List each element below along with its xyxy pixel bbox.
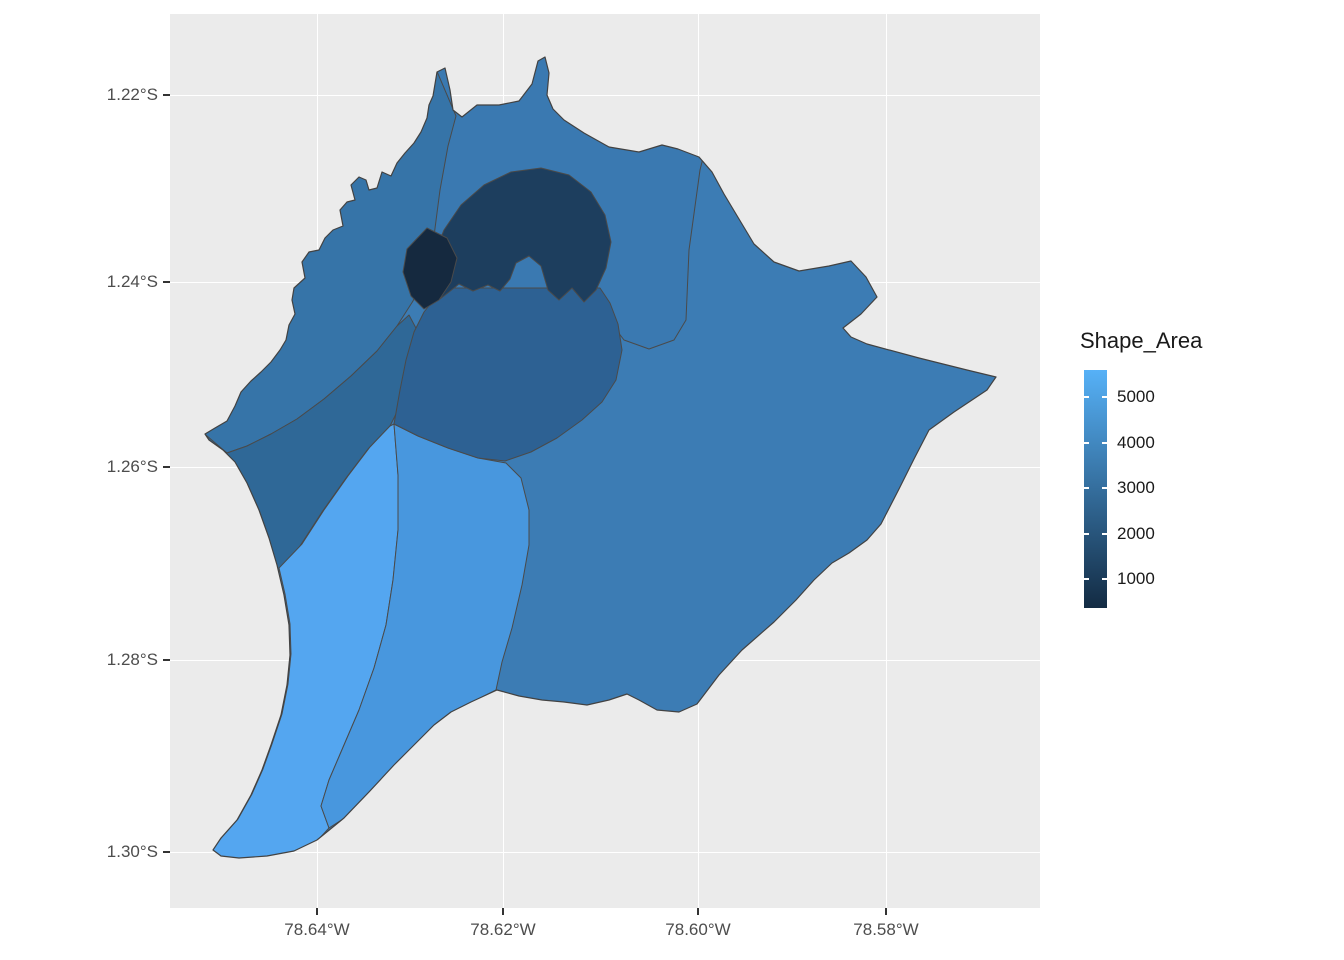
- y-tick-label: 1.26°S: [106, 457, 158, 476]
- legend-tick: [1102, 442, 1107, 444]
- legend-tick: [1084, 396, 1089, 398]
- y-tick-label: 1.30°S: [106, 842, 158, 861]
- x-tick-label: 78.62°W: [470, 920, 536, 939]
- legend-tick-label: 4000: [1117, 433, 1155, 452]
- legend-tick: [1102, 396, 1107, 398]
- y-tick-label: 1.22°S: [106, 85, 158, 104]
- x-axis-tick: [885, 908, 887, 915]
- legend-gradient-bar: [1084, 370, 1107, 608]
- y-tick-label: 1.28°S: [106, 650, 158, 669]
- legend-tick: [1084, 578, 1089, 580]
- legend-tick: [1084, 533, 1089, 535]
- legend-tick: [1084, 487, 1089, 489]
- map-region-darkest: [402, 227, 458, 310]
- y-tick-label: 1.24°S: [106, 272, 158, 291]
- legend-tick: [1102, 487, 1107, 489]
- legend-tick: [1102, 533, 1107, 535]
- legend-tick-label: 3000: [1117, 478, 1155, 497]
- legend-tick: [1084, 442, 1089, 444]
- legend: Shape_Area 5000 4000 3000 2000 1000: [1080, 328, 1310, 608]
- legend-tick-label: 5000: [1117, 387, 1155, 406]
- x-axis-tick: [316, 908, 318, 915]
- y-axis-tick: [163, 659, 170, 661]
- map-outline: [204, 56, 997, 859]
- gridline-y: [170, 852, 1040, 854]
- x-tick-label: 78.58°W: [853, 920, 919, 939]
- x-axis-tick: [697, 908, 699, 915]
- y-axis-tick: [163, 281, 170, 283]
- y-axis-tick: [163, 851, 170, 853]
- x-axis-tick: [502, 908, 504, 915]
- map-region-center: [393, 287, 623, 462]
- x-tick-label: 78.60°W: [665, 920, 731, 939]
- y-axis-tick: [163, 94, 170, 96]
- legend-title: Shape_Area: [1080, 328, 1203, 353]
- x-tick-label: 78.64°W: [284, 920, 350, 939]
- legend-tick-label: 1000: [1117, 569, 1155, 588]
- map-region-dark-arc: [430, 167, 612, 303]
- gridline-y: [170, 95, 1040, 97]
- legend-tick-label: 2000: [1117, 524, 1155, 543]
- y-axis-tick: [163, 466, 170, 468]
- legend-tick: [1102, 578, 1107, 580]
